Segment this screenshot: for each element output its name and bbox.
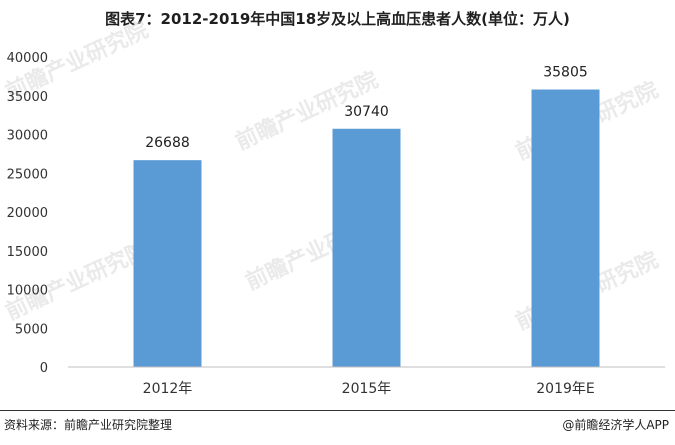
y-tick-label-3: 15000: [7, 245, 48, 260]
data-label-0: 26688: [145, 135, 190, 151]
y-tick-label-5: 25000: [7, 167, 48, 182]
brand-note: @前瞻经济学人APP: [562, 418, 669, 432]
y-tick-label-2: 10000: [7, 284, 48, 299]
bar-chart: 前瞻产业研究院前瞻产业研究院前瞻产业研究院前瞻产业研究院前瞻产业研究院前瞻产业研…: [2, 17, 665, 397]
bars-group: 26688 30740 35805: [133, 65, 600, 367]
x-tick-label-2: 2019年E: [536, 381, 594, 397]
data-label-2: 35805: [543, 65, 588, 81]
y-tick-label-4: 20000: [7, 206, 48, 221]
y-axis: 0 5000 10000 15000 20000 25000 30000 35000 40000: [7, 51, 48, 376]
bar-1: [332, 128, 401, 367]
data-label-1: 30740: [344, 104, 389, 120]
y-tick-label-0: 0: [40, 361, 48, 376]
x-tick-label-0: 2012年: [143, 381, 193, 397]
y-tick-label-6: 30000: [7, 129, 48, 144]
bar-0: [133, 160, 202, 367]
bar-2: [531, 89, 600, 367]
y-tick-label-8: 40000: [7, 51, 48, 66]
source-note: 资料来源：前瞻产业研究院整理: [4, 418, 173, 432]
footer-divider: [0, 410, 675, 411]
y-tick-label-7: 35000: [7, 90, 48, 105]
x-tick-label-1: 2015年: [342, 381, 392, 397]
chart-title: 图表7：2012-2019年中国18岁及以上高血压患者人数(单位：万人): [105, 10, 570, 28]
x-axis: 2012年 2015年 2019年E: [68, 366, 665, 397]
y-tick-label-1: 5000: [15, 322, 48, 337]
